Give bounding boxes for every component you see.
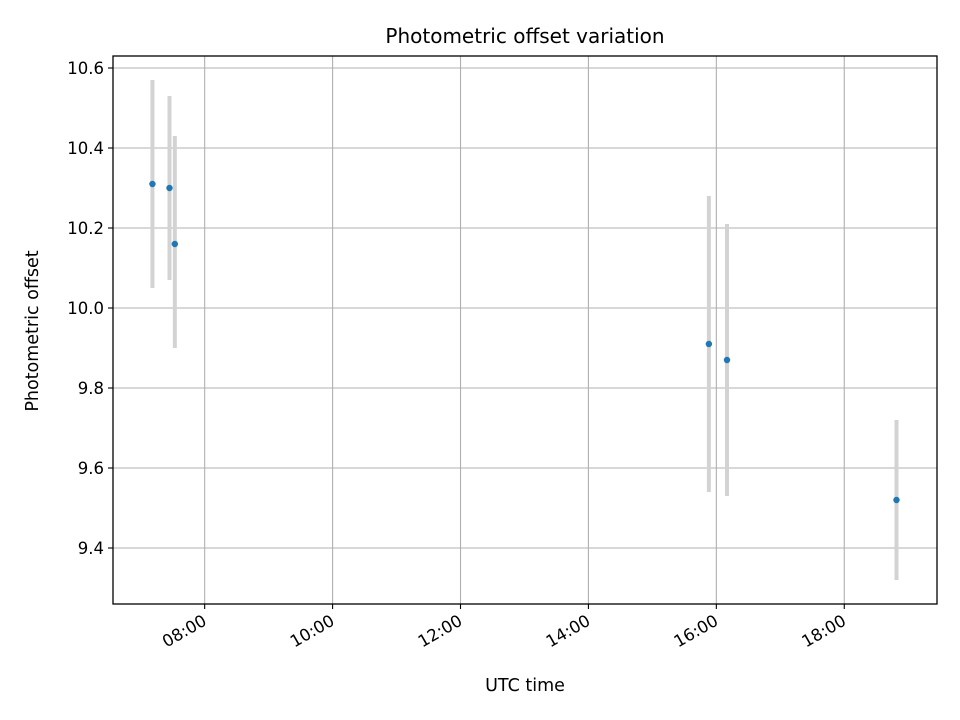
chart-title: Photometric offset variation [385, 24, 664, 48]
grid [113, 56, 937, 604]
y-tick-label: 10.0 [67, 299, 104, 318]
y-tick-label: 10.2 [67, 219, 104, 238]
data-point [171, 240, 179, 248]
plot-area-frame [112, 55, 938, 605]
y-tick-label: 9.8 [78, 379, 104, 398]
data-point [166, 184, 173, 192]
data-point [723, 356, 731, 364]
y-axis-label: Photometric offset [23, 250, 43, 411]
data-point [705, 340, 713, 348]
y-tick-label: 10.4 [67, 139, 104, 158]
y-tick-label: 9.4 [78, 539, 104, 558]
y-tick-label: 10.6 [67, 59, 104, 78]
data-point [893, 496, 900, 504]
data-points [149, 180, 900, 504]
x-axis-label: UTC time [485, 676, 565, 696]
y-tick-label: 9.6 [78, 459, 104, 478]
data-point [149, 180, 156, 188]
